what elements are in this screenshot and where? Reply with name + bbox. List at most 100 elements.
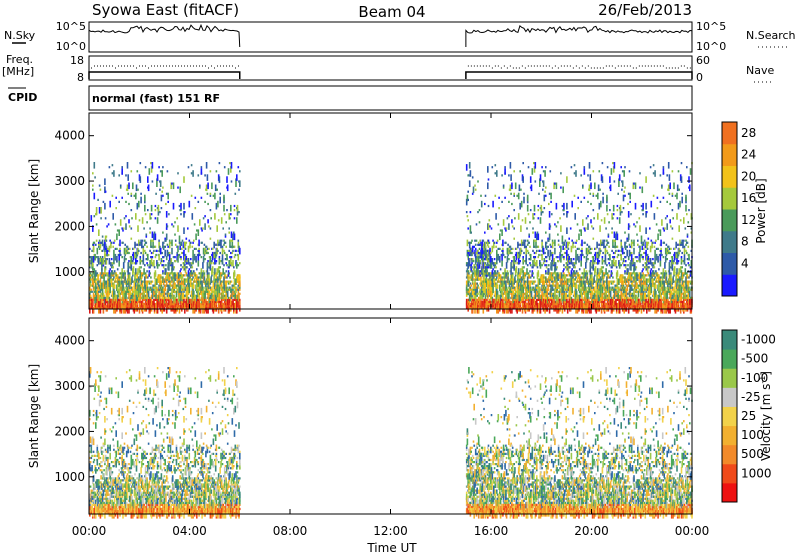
rti-cell (545, 270, 547, 272)
rti-cell (571, 287, 573, 294)
rti-cell (501, 229, 503, 236)
rti-cell (507, 274, 509, 276)
rti-cell (532, 227, 534, 229)
rti-cell (560, 172, 562, 174)
rti-cell (97, 248, 99, 255)
rti-cell (470, 285, 472, 287)
rti-cell (186, 266, 188, 268)
rti-cell (558, 244, 560, 246)
nsearch-tick-bottom: 10^0 (696, 40, 726, 53)
rti-cell (140, 176, 142, 183)
rti-cell (505, 281, 507, 288)
rti-cell (468, 252, 470, 254)
rti-cell (557, 272, 559, 274)
rti-cell (492, 201, 494, 208)
rti-cell (193, 240, 195, 242)
rti-cell (528, 242, 530, 244)
rti-cell (552, 274, 554, 276)
rti-cell (511, 221, 513, 223)
rti-cell (510, 248, 512, 250)
rti-cell (122, 229, 124, 231)
rti-cell (148, 185, 150, 192)
rti-cell (188, 166, 190, 168)
rti-cell (578, 234, 580, 241)
rti-cell (499, 234, 501, 241)
rti-cell (219, 293, 221, 300)
rti-cell (128, 183, 130, 190)
rti-cell (200, 283, 202, 285)
rti-cell (204, 174, 206, 176)
rti-cell (226, 176, 228, 183)
rti-cell (510, 250, 512, 252)
rti-cell (580, 281, 582, 288)
rti-cell (118, 229, 120, 236)
rti-cell (498, 223, 500, 225)
rti-cell (131, 170, 133, 172)
rti-cell (518, 213, 520, 220)
rti-cell (515, 260, 517, 262)
rti-cell (534, 213, 536, 215)
rti-cell (198, 252, 200, 254)
rti-cell (169, 281, 171, 283)
rti-cell (497, 240, 499, 242)
rti-cell (128, 203, 130, 205)
rti-cell (539, 250, 541, 252)
rti-cell (475, 189, 477, 191)
rti-cell (527, 297, 529, 299)
rti-cell (134, 195, 136, 197)
rti-cell (492, 278, 494, 280)
rti-cell (134, 281, 136, 283)
rti-cell (236, 262, 238, 269)
rti-cell (519, 262, 521, 264)
rti-cell (131, 238, 133, 240)
rti-cell (535, 242, 537, 249)
rti-cell (559, 285, 561, 287)
rti-cell (556, 203, 558, 210)
rti-cell (183, 291, 185, 293)
rti-cell (210, 264, 212, 271)
rti-cell (496, 242, 498, 244)
rti-cell (161, 191, 163, 193)
rti-cell (468, 281, 470, 283)
rti-cell (155, 217, 157, 219)
rti-cell (233, 293, 235, 295)
rti-cell (201, 197, 203, 199)
rti-cell (525, 301, 527, 303)
rti-cell (167, 201, 169, 203)
rti-cell (223, 244, 225, 246)
rti-cell (110, 264, 112, 266)
rti-cell (557, 221, 559, 223)
rti-cell (192, 246, 194, 248)
rti-cell (93, 244, 95, 246)
rti-cell (500, 229, 502, 231)
rti-cell (552, 242, 554, 249)
rti-cell (563, 264, 565, 266)
rti-cell (513, 287, 515, 289)
rti-cell (576, 287, 578, 289)
rti-cell (101, 258, 103, 265)
rti-cell (489, 299, 491, 301)
rti-cell (146, 274, 148, 276)
rti-cell (167, 225, 169, 227)
rti-cell (541, 276, 543, 283)
rti-cell (469, 180, 471, 187)
rti-cell (475, 248, 477, 250)
rti-cell (523, 197, 525, 204)
rti-cell (172, 262, 174, 264)
rti-cell (122, 242, 124, 244)
rti-cell (115, 207, 117, 209)
rti-cell (500, 268, 502, 270)
rti-cell (535, 252, 537, 254)
rti-cell (142, 285, 144, 287)
rti-cell (122, 281, 124, 288)
rti-cell (535, 281, 537, 283)
rti-cell (479, 240, 481, 242)
rti-cell (548, 293, 550, 295)
rti-cell (482, 289, 484, 291)
rti-cell (551, 264, 553, 271)
rti-cell (476, 252, 478, 254)
rti-cell (135, 213, 137, 220)
rti-cell (522, 219, 524, 221)
rti-cell (485, 195, 487, 197)
rti-cell (574, 164, 576, 166)
